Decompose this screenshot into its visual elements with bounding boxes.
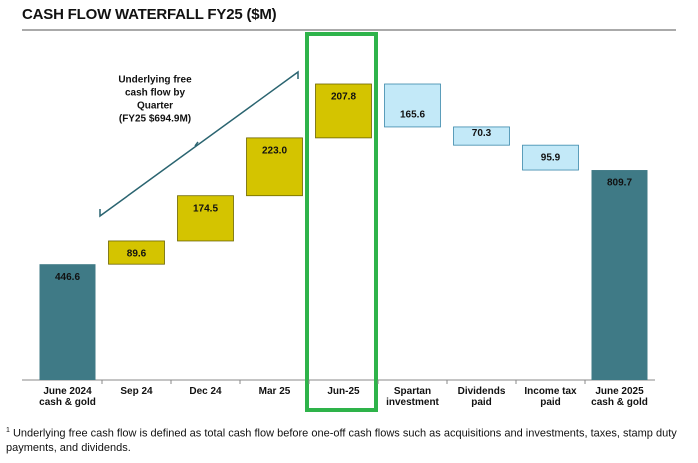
annotation: Underlying free — [118, 75, 192, 86]
annotation: Quarter — [137, 101, 173, 112]
x-tick-label: Spartan investment — [386, 386, 439, 408]
bar — [522, 144, 579, 171]
bar — [39, 264, 96, 380]
x-tick-label: June 2025 cash & gold — [591, 386, 648, 408]
value-label: 207.8 — [331, 92, 356, 103]
bar — [591, 170, 648, 380]
bracket — [99, 70, 299, 218]
footnote: 1 Underlying free cash flow is defined a… — [6, 424, 686, 455]
highlight-box — [305, 32, 378, 412]
x-tick-label: Dividends paid — [457, 386, 506, 408]
annotation: (FY25 $694.9M) — [119, 114, 191, 125]
value-label: 809.7 — [607, 178, 632, 189]
value-label: 446.6 — [55, 272, 80, 283]
value-label: 70.3 — [472, 128, 492, 139]
value-label: 95.9 — [541, 153, 561, 164]
value-label: 223.0 — [262, 146, 287, 157]
bracket-tick — [194, 141, 199, 147]
x-tick-label: Dec 24 — [189, 386, 222, 397]
bar — [177, 195, 234, 242]
bar — [246, 137, 303, 197]
x-tick-label: June 2024 cash & gold — [39, 386, 96, 408]
chart-title: CASH FLOW WATERFALL FY25 ($M) — [22, 6, 277, 23]
bar — [108, 240, 165, 265]
bar — [315, 83, 372, 139]
x-tick-label: Sep 24 — [120, 386, 153, 397]
x-tick-label: Jun-25 — [327, 386, 360, 397]
x-tick-label: Mar 25 — [258, 386, 291, 397]
bar — [453, 126, 510, 146]
value-label: 174.5 — [193, 203, 218, 214]
footnote-text: Underlying free cash flow is defined as … — [6, 427, 677, 454]
annotation: cash flow by — [125, 88, 185, 99]
value-label: 89.6 — [127, 249, 147, 260]
bar — [384, 83, 441, 128]
x-tick-label: Income tax paid — [524, 386, 577, 408]
footnote-marker: 1 — [6, 427, 10, 434]
value-label: 165.6 — [400, 110, 425, 121]
